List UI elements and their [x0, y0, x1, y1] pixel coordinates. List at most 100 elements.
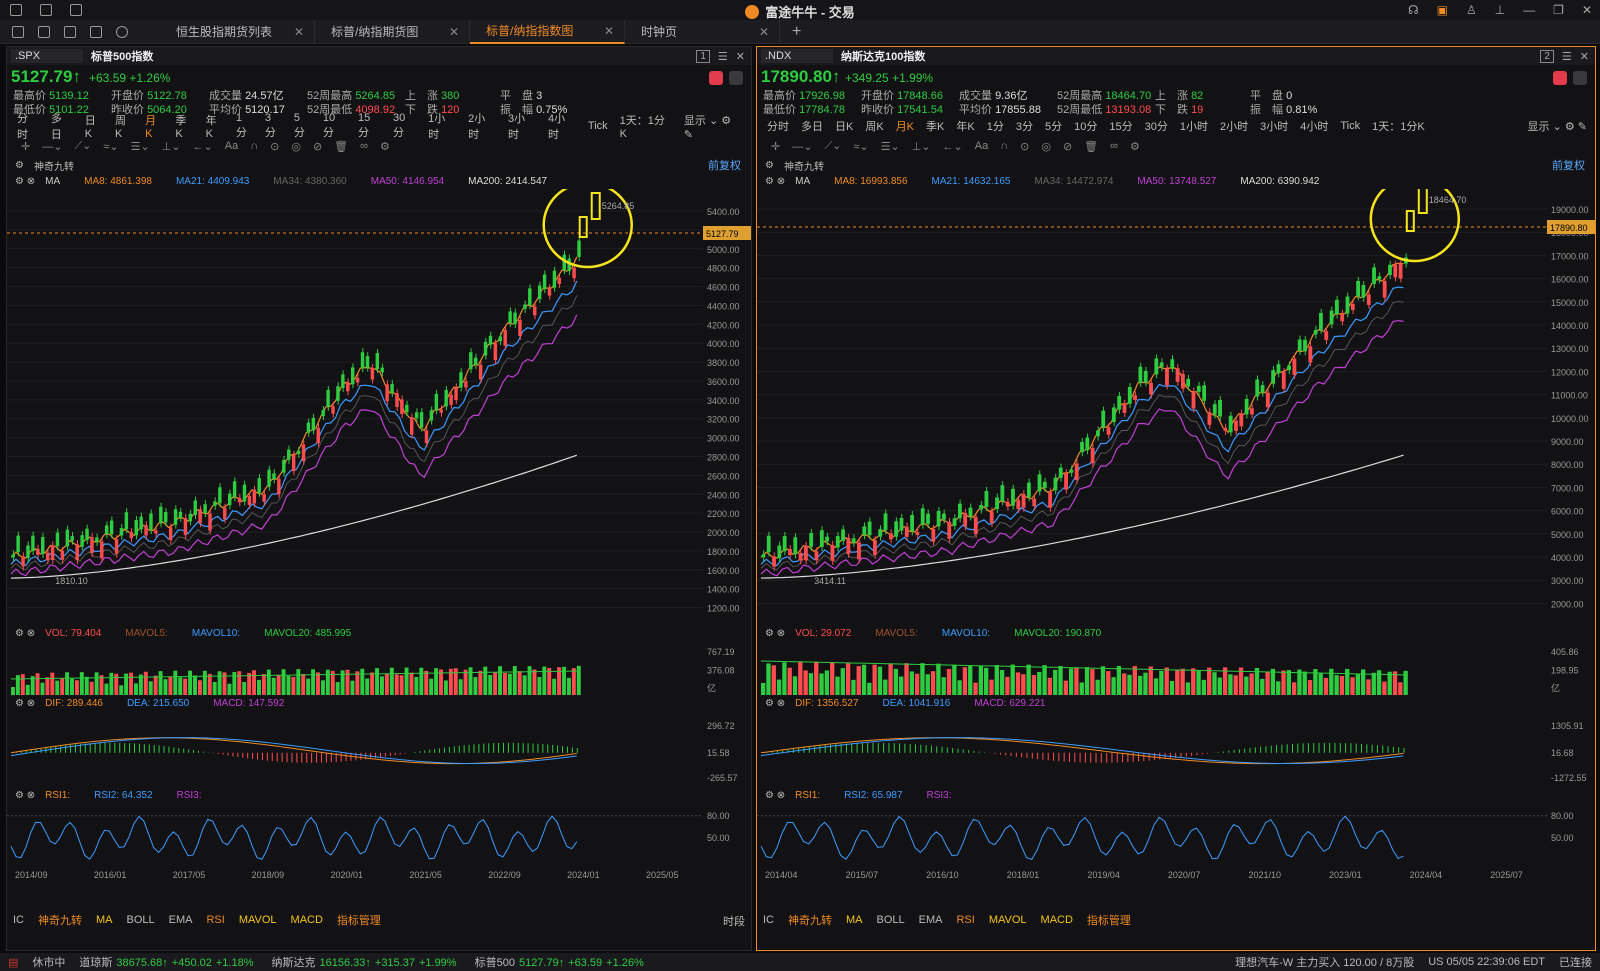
period-4[interactable]: 月K	[895, 121, 915, 133]
pin-icon[interactable]: ⊥	[1494, 3, 1506, 17]
magnet-icon[interactable]: ∩	[1000, 140, 1009, 152]
indicator-tab-3[interactable]: BOLL	[126, 914, 155, 926]
period-17[interactable]: Tick	[587, 120, 608, 132]
period-2[interactable]: 日K	[835, 121, 854, 133]
status-index-1[interactable]: 纳斯达克 16156.33↑ +315.37 +1.99%	[271, 957, 457, 969]
indicator-tab-1[interactable]: 神奇九转	[788, 915, 832, 927]
minimize-icon[interactable]: —	[1523, 3, 1536, 17]
indicator-tab-2[interactable]: MA	[96, 914, 113, 926]
headset-icon[interactable]: ☊	[1407, 3, 1419, 17]
tab-spx-ndx-index[interactable]: 标普/纳指指数图 ✕	[470, 19, 625, 44]
settings-icon[interactable]: ⚙	[1129, 140, 1140, 153]
settings-icon[interactable]: ⚙ ⊗	[765, 175, 786, 187]
period-13[interactable]: 1小时	[1179, 121, 1208, 133]
display-settings[interactable]: 显示 ⌄ ⚙ ✎	[683, 114, 732, 141]
trend-icon[interactable]: ⟋⌄	[74, 140, 92, 152]
adjust-mode[interactable]: 前复权	[1552, 160, 1585, 172]
tab-clock[interactable]: 时钟页 ✕	[625, 19, 780, 44]
close-tab-icon[interactable]: ✕	[758, 24, 769, 39]
close-tab-icon[interactable]: ✕	[293, 24, 304, 39]
period-7[interactable]: 1分	[235, 112, 247, 139]
period-11[interactable]: 15分	[1109, 121, 1133, 133]
clear-icon[interactable]: ⊘	[1062, 140, 1073, 153]
period-13[interactable]: 1小时	[428, 113, 446, 141]
magnet-icon[interactable]: ∩	[250, 140, 259, 152]
list-icon[interactable]: ☰⌄	[130, 140, 150, 153]
panel-menu-icon[interactable]: ☰	[717, 50, 728, 63]
line-icon[interactable]: —⌄	[42, 140, 63, 153]
indicator-tab-3[interactable]: BOLL	[876, 914, 905, 926]
delete-icon[interactable]: 🗑	[1084, 140, 1099, 153]
mavol-chart[interactable]: 405.86 198.95 亿	[757, 641, 1595, 695]
eye-icon[interactable]: ◎	[291, 140, 301, 153]
period-1[interactable]: 多日	[801, 121, 823, 133]
symbol-code[interactable]: .SPX	[11, 49, 83, 63]
clear-icon[interactable]: ⊘	[312, 140, 323, 153]
arrow-icon[interactable]: ←⌄	[192, 140, 213, 153]
period-11[interactable]: 15分	[357, 112, 371, 139]
settings-icon[interactable]: ⚙ ⊗	[15, 789, 36, 801]
shirt-icon[interactable]: ♙	[1465, 3, 1477, 17]
panel-menu-icon[interactable]: ☰	[1561, 50, 1572, 63]
period-3[interactable]: 周K	[865, 121, 884, 133]
measure-icon[interactable]: ⊥⌄	[911, 140, 931, 153]
settings-icon[interactable]: ⚙ ⊗	[15, 175, 36, 187]
status-index-2[interactable]: 标普500 5127.79↑ +63.59 +1.26%	[474, 957, 644, 969]
chart-panel-ndx[interactable]: .NDX 纳斯达克100指数 2 ☰ ✕ 17890.80↑ +349.25 +1.99% 最…	[756, 46, 1596, 951]
settings-icon[interactable]: ⚙	[379, 140, 390, 153]
settings-icon[interactable]: ⚙ ⊗	[765, 627, 786, 639]
trend-icon[interactable]: ⟋⌄	[824, 140, 842, 152]
period-17[interactable]: Tick	[1340, 120, 1361, 132]
settings-icon[interactable]: ⚙	[765, 159, 774, 171]
arrow-icon[interactable]: ←⌄	[942, 140, 963, 153]
panel-close-icon[interactable]: ✕	[1579, 50, 1589, 63]
monitor-icon[interactable]	[90, 25, 102, 38]
indicator-tab-1[interactable]: 神奇九转	[38, 915, 82, 927]
period-18[interactable]: 1天：1分K	[1372, 121, 1425, 133]
period-3[interactable]: 周K	[114, 115, 126, 140]
indicator-tab-0[interactable]: IC	[763, 914, 774, 926]
period-14[interactable]: 2小时	[1219, 121, 1249, 133]
link-icon[interactable]: ∞	[1110, 140, 1118, 152]
search-icon[interactable]	[70, 4, 82, 16]
candlestick-chart[interactable]: 19000.0018000.0017000.0016000.0015000.00…	[757, 189, 1595, 625]
indicator-tab-5[interactable]: RSI	[206, 914, 225, 926]
favorite-heart-icon[interactable]	[1553, 71, 1567, 85]
period-12[interactable]: 30分	[1144, 121, 1168, 133]
text-icon[interactable]: Aa	[974, 140, 989, 152]
period-16[interactable]: 4小时	[1300, 121, 1329, 133]
indicator-tab-2[interactable]: MA	[846, 914, 863, 926]
indicator-tab-8[interactable]: 指标管理	[336, 915, 381, 927]
period-9[interactable]: 5分	[293, 112, 305, 139]
favorite-heart-icon[interactable]	[709, 71, 723, 85]
lock-icon[interactable]: ▣	[1436, 3, 1448, 17]
add-tab-icon[interactable]: +	[792, 22, 802, 40]
period-10[interactable]: 10分	[1074, 121, 1098, 133]
period-5[interactable]: 季K	[175, 115, 187, 140]
settings-icon[interactable]: ⚙ ⊗	[765, 697, 786, 709]
period-14[interactable]: 2小时	[468, 113, 486, 141]
ticker-news[interactable]: 理想汽车-W 主力买入 120.00 / 8万股	[1235, 957, 1415, 969]
lock-icon[interactable]: ⊙	[1020, 140, 1030, 153]
period-7[interactable]: 1分	[986, 121, 1004, 133]
macd-chart[interactable]: 296.72 15.58 -265.57	[7, 711, 751, 787]
indicator-tab-5[interactable]: RSI	[956, 914, 975, 926]
lock-icon[interactable]: ⊙	[270, 140, 280, 153]
settings-icon[interactable]: ⚙ ⊗	[15, 697, 36, 709]
save-icon[interactable]	[38, 25, 50, 38]
refresh-icon[interactable]	[116, 25, 128, 38]
settings-icon[interactable]: ⚙	[15, 159, 24, 171]
indicator-tab-8[interactable]: 指标管理	[1086, 915, 1131, 927]
indicator-tab-4[interactable]: EMA	[168, 914, 193, 926]
period-16[interactable]: 4小时	[547, 113, 566, 141]
tab-spx-ndx-futures[interactable]: 标普/纳指期货图 ✕	[315, 19, 470, 44]
text-icon[interactable]: Aa	[224, 140, 239, 152]
wave-icon[interactable]: ≈⌄	[853, 140, 869, 153]
indicator-tab-6[interactable]: MAVOL	[988, 914, 1027, 926]
eye-icon[interactable]: ◎	[1041, 140, 1051, 153]
indicator-tab-0[interactable]: IC	[13, 914, 24, 926]
close-icon[interactable]: ✕	[1581, 3, 1592, 17]
session-button[interactable]: 时段	[723, 916, 745, 928]
indicator-tab-6[interactable]: MAVOL	[238, 914, 277, 926]
period-8[interactable]: 3分	[1015, 121, 1033, 133]
